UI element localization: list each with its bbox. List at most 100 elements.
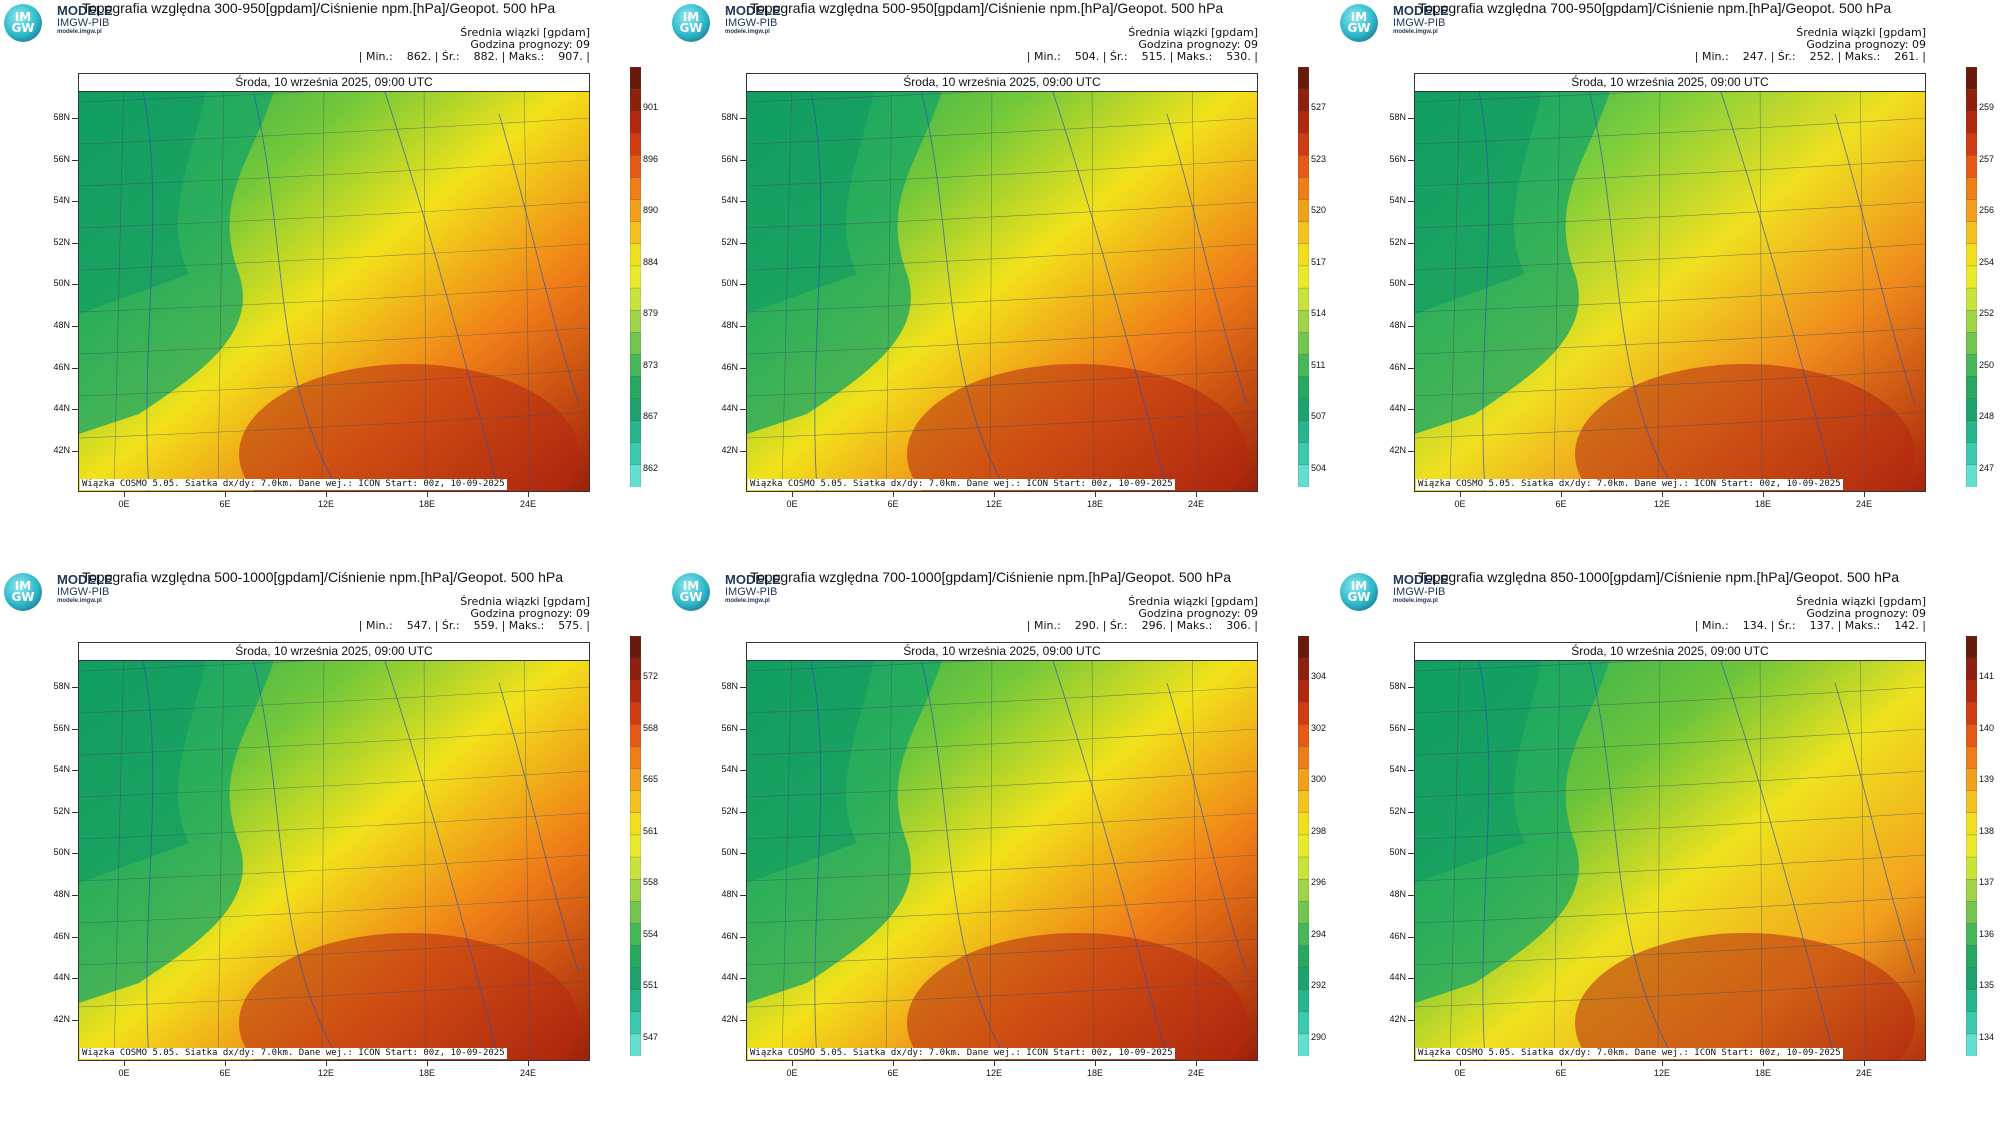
lat-tick-label: 52N bbox=[1389, 805, 1406, 816]
lon-tick bbox=[528, 1060, 529, 1066]
lat-tick-label: 42N bbox=[721, 444, 738, 455]
colorbar-segment bbox=[1966, 812, 1977, 836]
colorbar-segment bbox=[1298, 265, 1309, 289]
map-area[interactable]: Środa, 10 września 2025, 09:00 UTC Wiązk… bbox=[1414, 642, 1926, 1061]
lat-tick-label: 58N bbox=[721, 681, 738, 691]
colorbar-segment bbox=[630, 724, 641, 748]
colorbar-tick-label: 890 bbox=[643, 205, 659, 215]
lat-tick-label: 58N bbox=[1389, 681, 1406, 691]
colorbar-tick-label: 298 bbox=[1311, 825, 1327, 836]
lat-tick bbox=[1408, 811, 1414, 813]
colorbar-segment bbox=[630, 856, 641, 880]
brand-name: MODELE bbox=[725, 572, 781, 587]
lat-tick bbox=[1408, 978, 1414, 980]
colorbar-segment bbox=[630, 221, 641, 245]
map-area[interactable]: Środa, 10 września 2025, 09:00 UTC Wiązk… bbox=[78, 73, 590, 492]
colorbar-tick-label: 896 bbox=[643, 153, 659, 164]
lat-tick-label: 50N bbox=[1389, 847, 1406, 858]
colorbar-segment bbox=[1966, 442, 1977, 466]
colorbar-tick-label: 252 bbox=[1979, 308, 1995, 318]
colorbar-segment bbox=[630, 790, 641, 814]
lat-tick-label: 48N bbox=[721, 320, 738, 330]
lat-tick-label: 46N bbox=[721, 930, 738, 941]
colorbar-segment bbox=[1966, 221, 1977, 245]
colorbar-tick-label: 247 bbox=[1979, 462, 1995, 473]
colorbar-segment bbox=[1966, 88, 1977, 112]
lat-tick bbox=[740, 409, 746, 411]
lat-tick bbox=[1408, 770, 1414, 772]
colorbar-segment bbox=[1966, 636, 1977, 659]
colorbar-tick-label: 572 bbox=[643, 671, 659, 681]
map-area[interactable]: Środa, 10 września 2025, 09:00 UTC Wiązk… bbox=[78, 642, 590, 1061]
brand-url: modele.imgw.pl bbox=[1393, 598, 1438, 604]
lat-tick-label: 58N bbox=[721, 112, 738, 122]
lat-tick-label: 48N bbox=[1389, 889, 1406, 899]
lat-tick-label: 54N bbox=[1389, 764, 1406, 775]
lat-tick-label: 56N bbox=[1389, 153, 1406, 164]
map-area[interactable]: Środa, 10 września 2025, 09:00 UTC Wiązk… bbox=[746, 73, 1258, 492]
lat-tick bbox=[740, 853, 746, 855]
colorbar-segment bbox=[1298, 442, 1309, 466]
colorbar-segment bbox=[1298, 901, 1309, 925]
colorbar bbox=[1966, 636, 1977, 1056]
lat-tick-label: 44N bbox=[1389, 972, 1406, 983]
colorbar-segment bbox=[1298, 768, 1309, 792]
meta-forecast-hour: Godzina prognozy: 09 bbox=[1806, 38, 1926, 51]
brand-url: modele.imgw.pl bbox=[57, 598, 102, 604]
colorbar-segment bbox=[1298, 199, 1309, 223]
meta-ensemble-mean: Średnia wiązki [gpdam] bbox=[460, 26, 590, 39]
panel-meta: Średnia wiązki [gpdam] Godzina prognozy:… bbox=[1027, 596, 1258, 632]
colorbar bbox=[1966, 67, 1977, 487]
lon-tick-label: 24E bbox=[1187, 1068, 1204, 1078]
lon-tick-label: 6E bbox=[1555, 499, 1567, 509]
lon-tick-label: 12E bbox=[985, 1068, 1002, 1078]
lat-tick-label: 54N bbox=[721, 764, 738, 775]
map-date-header: Środa, 10 września 2025, 09:00 UTC bbox=[747, 74, 1257, 92]
lat-tick-label: 56N bbox=[1389, 722, 1406, 733]
lat-tick-label: 48N bbox=[721, 889, 738, 899]
lon-tick bbox=[1763, 491, 1764, 497]
colorbar-tick-label: 259 bbox=[1979, 102, 1995, 112]
colorbar-segment bbox=[630, 354, 641, 378]
map-area[interactable]: Środa, 10 września 2025, 09:00 UTC Wiązk… bbox=[746, 642, 1258, 1061]
lon-tick bbox=[893, 491, 894, 497]
lat-tick-label: 52N bbox=[721, 236, 738, 247]
lat-tick-label: 42N bbox=[53, 1013, 70, 1024]
colorbar-tick-label: 884 bbox=[643, 256, 659, 267]
lon-tick-label: 12E bbox=[1653, 499, 1670, 509]
colorbar-segment bbox=[630, 967, 641, 991]
lat-tick bbox=[72, 409, 78, 411]
field-map bbox=[747, 643, 1257, 1060]
colorbar-segment bbox=[1966, 398, 1977, 422]
colorbar-segment bbox=[1966, 901, 1977, 925]
map-area[interactable]: Środa, 10 września 2025, 09:00 UTC Wiązk… bbox=[1414, 73, 1926, 492]
brand-org: IMGW-PIB bbox=[725, 17, 778, 29]
lon-tick bbox=[792, 1060, 793, 1066]
lat-tick bbox=[1408, 936, 1414, 938]
logo-text-2: GW bbox=[1347, 590, 1371, 604]
lon-tick-label: 24E bbox=[1187, 499, 1204, 509]
lat-tick-label: 48N bbox=[53, 320, 70, 330]
colorbar-segment bbox=[630, 636, 641, 659]
lat-tick-label: 46N bbox=[721, 361, 738, 372]
lon-tick bbox=[427, 1060, 428, 1066]
colorbar-segment bbox=[630, 768, 641, 792]
field-map bbox=[79, 74, 589, 491]
lat-tick-label: 48N bbox=[53, 889, 70, 899]
colorbar-segment bbox=[630, 398, 641, 422]
imgw-logo: IM GW bbox=[672, 573, 710, 611]
colorbar-tick-label: 254 bbox=[1979, 256, 1995, 267]
field-map bbox=[79, 643, 589, 1060]
logo-text-1: IM bbox=[14, 10, 32, 24]
lat-tick bbox=[740, 159, 746, 161]
lon-tick-label: 12E bbox=[1653, 1068, 1670, 1078]
logo-text-1: IM bbox=[682, 579, 700, 593]
lat-tick bbox=[72, 1019, 78, 1021]
colorbar-segment bbox=[1298, 1033, 1309, 1056]
lat-tick bbox=[1408, 242, 1414, 244]
colorbar-tick-label: 901 bbox=[643, 102, 659, 112]
colorbar-segment bbox=[1966, 265, 1977, 289]
lon-tick bbox=[1460, 491, 1461, 497]
lat-tick bbox=[740, 326, 746, 327]
colorbar-segment bbox=[1966, 702, 1977, 726]
